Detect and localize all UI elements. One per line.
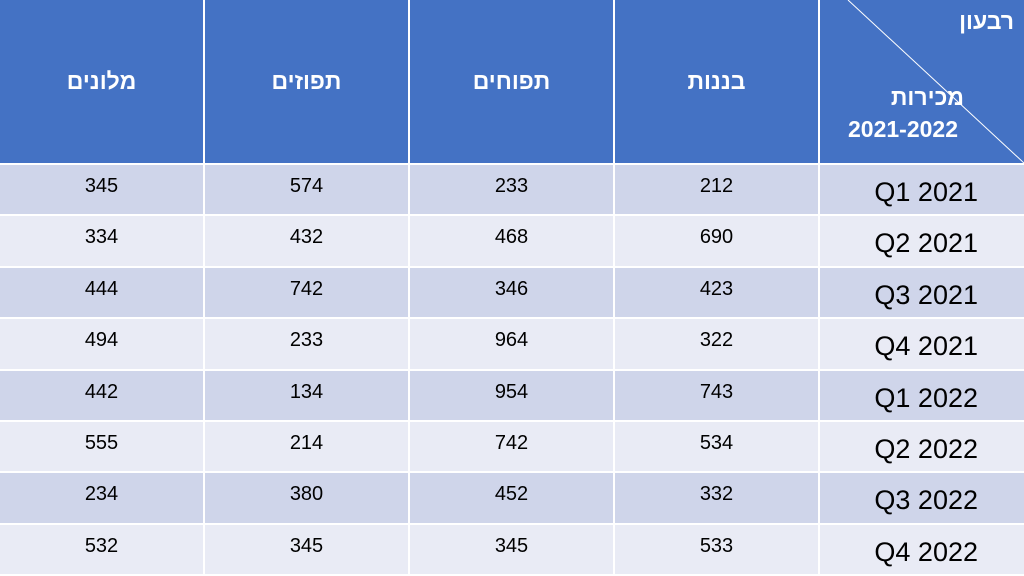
cell-value: 532 [0,524,203,574]
cell-value: 452 [410,473,613,523]
cell-value: 432 [205,216,408,266]
row-label: Q3 2022 [820,473,1024,523]
column-header: מלונים [0,0,203,163]
cell-value: 233 [410,165,613,215]
cell-value: 346 [410,267,613,318]
cell-value: 423 [615,267,818,318]
cell-value: 954 [410,370,613,420]
row-label: Q1 2022 [820,370,1024,420]
cell-value: 322 [615,319,818,369]
cell-value: 533 [615,524,818,574]
row-label: Q4 2022 [820,524,1024,574]
corner-bottom-1: מכירות [890,84,964,110]
cell-value: 742 [205,267,408,318]
cell-value: 214 [205,421,408,472]
cell-value: 233 [205,319,408,369]
corner-top: רבעון [959,8,1014,34]
cell-value: 494 [0,319,203,369]
cell-value: 468 [410,216,613,266]
cell-value: 234 [0,473,203,523]
cell-value: 134 [205,370,408,420]
row-label: Q2 2021 [820,216,1024,266]
row-label: Q3 2021 [820,267,1024,318]
cell-value: 212 [615,165,818,215]
cell-value: 690 [615,216,818,266]
diagonal [847,0,1024,163]
row-label: Q1 2021 [820,165,1024,215]
column-header: בננות [615,0,818,163]
cell-value: 444 [0,267,203,318]
cell-value: 345 [0,165,203,215]
cell-value: 442 [0,370,203,420]
cell-value: 345 [205,524,408,574]
column-header: תפוחים [410,0,613,163]
row-label: Q2 2022 [820,421,1024,472]
cell-value: 345 [410,524,613,574]
corner-bottom-2: 2021-2022 [848,116,958,142]
column-header: תפוזים [205,0,408,163]
cell-value: 964 [410,319,613,369]
cell-value: 743 [615,370,818,420]
corner-cell: רבעון מכירות 2021-2022 [820,0,1024,163]
row-label: Q4 2021 [820,319,1024,369]
cell-value: 534 [615,421,818,472]
cell-value: 574 [205,165,408,215]
cell-value: 334 [0,216,203,266]
cell-value: 332 [615,473,818,523]
cell-value: 380 [205,473,408,523]
cell-value: 742 [410,421,613,472]
cell-value: 555 [0,421,203,472]
